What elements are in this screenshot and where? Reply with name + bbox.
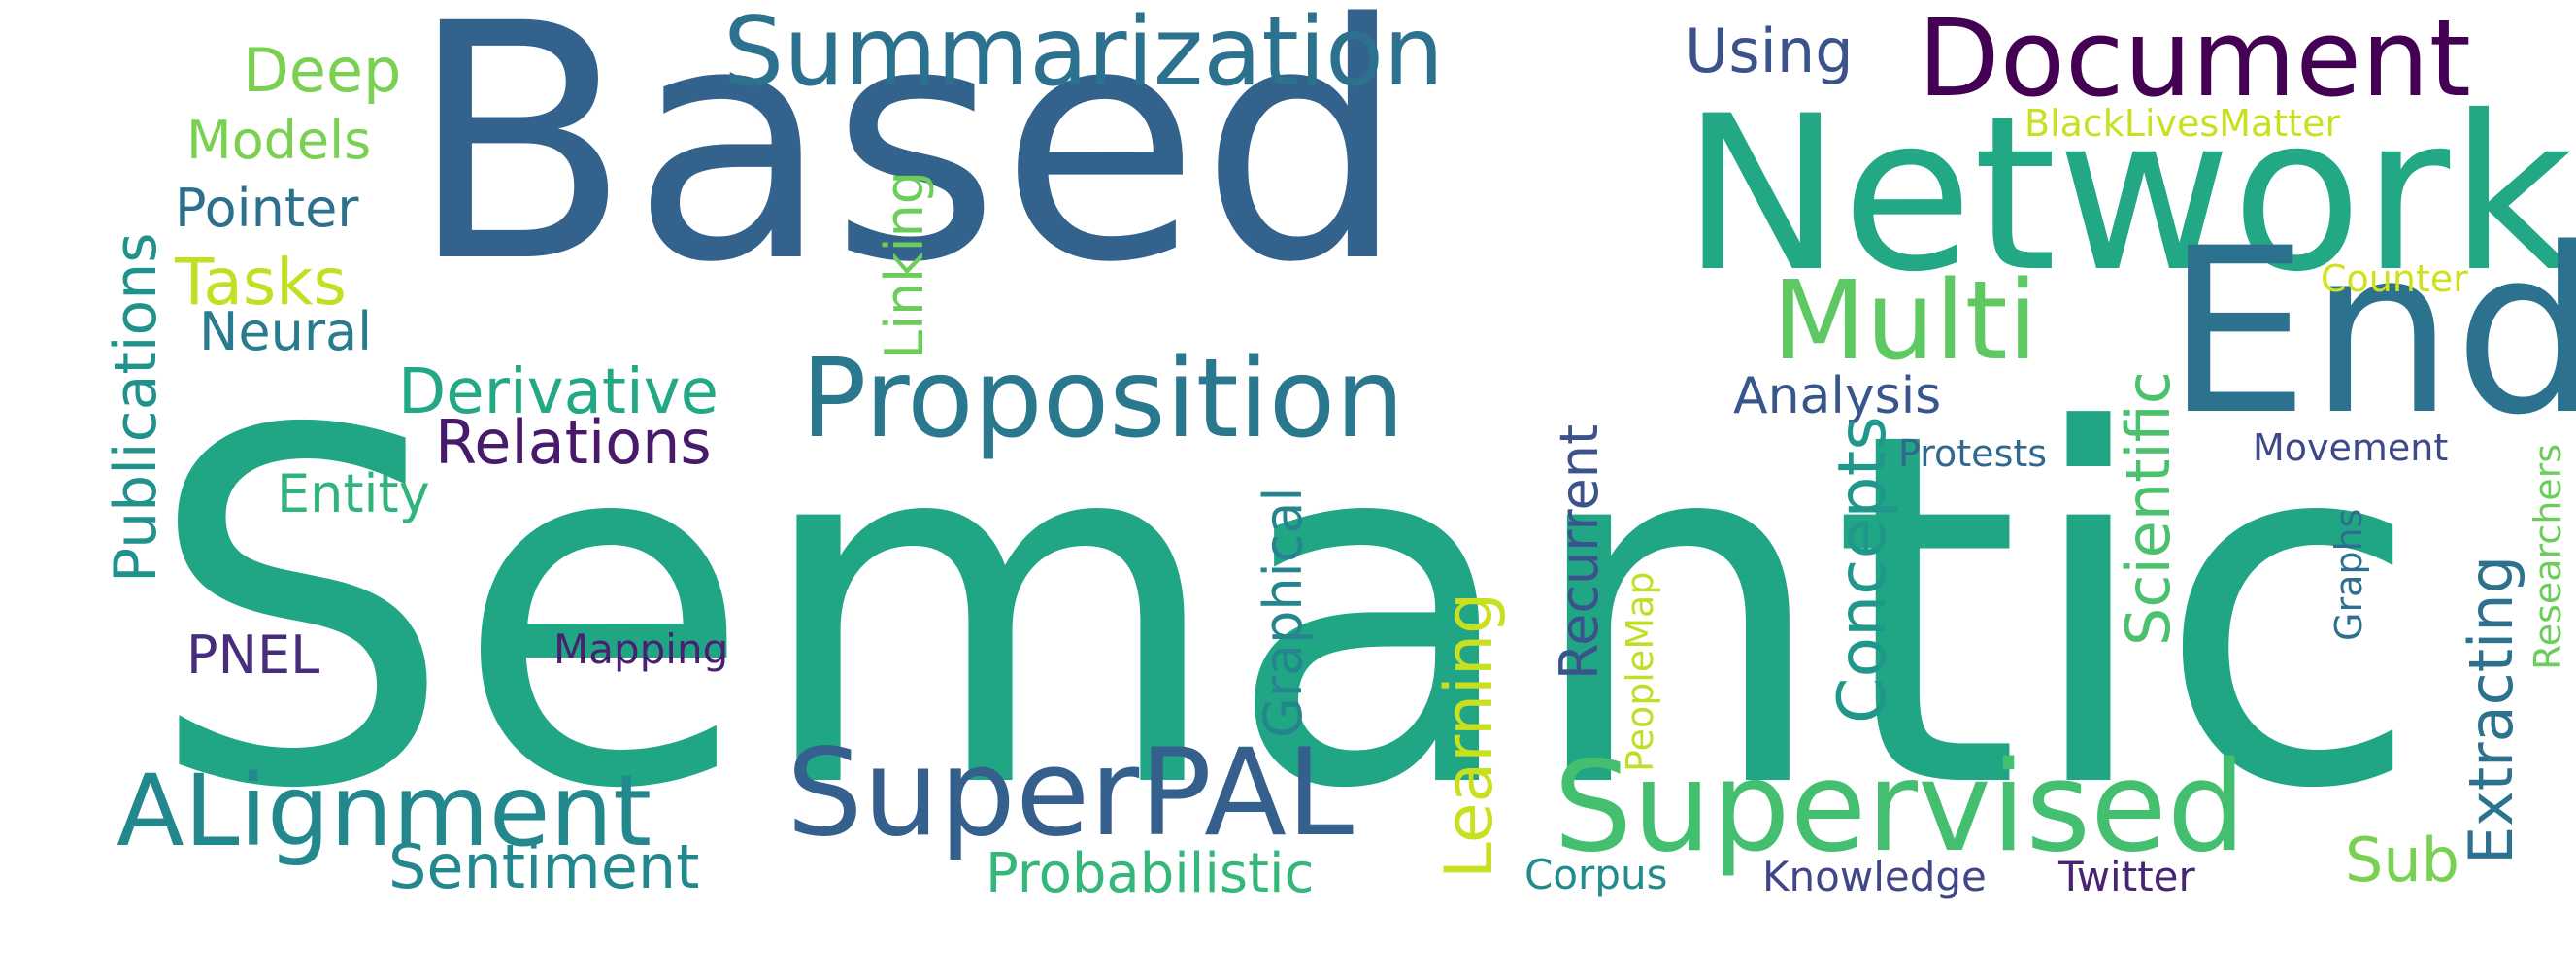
word-models: Models xyxy=(186,110,372,171)
word-analysis: Analysis xyxy=(1733,367,1942,425)
word-derivative: Derivative xyxy=(398,356,719,428)
word-deep: Deep xyxy=(243,35,402,106)
word-sentiment: Sentiment xyxy=(388,831,700,902)
word-twitter: Twitter xyxy=(2058,853,2195,900)
word-neural: Neural xyxy=(199,301,373,362)
word-relations: Relations xyxy=(435,407,712,478)
word-linking: Linking xyxy=(874,170,935,359)
word-learning: Learning xyxy=(1431,591,1508,879)
word-peoplemap: PeopleMap xyxy=(1619,571,1661,772)
word-using: Using xyxy=(1685,16,1854,86)
word-protests: Protests xyxy=(1898,432,2048,475)
word-probabilistic: Probabilistic xyxy=(986,842,1315,905)
word-movement: Movement xyxy=(2253,426,2449,469)
word-tasks: Tasks xyxy=(175,245,347,320)
word-end: End xyxy=(2165,200,2576,465)
word-blacklivesmatter: BlackLivesMatter xyxy=(2024,102,2341,145)
word-counter: Counter xyxy=(2321,257,2468,300)
word-graphical: Graphical xyxy=(1253,487,1314,738)
word-entity: Entity xyxy=(277,463,430,524)
word-document: Document xyxy=(1918,0,2471,120)
word-alignment: ALignment xyxy=(117,754,652,869)
word-semantic: Semantic xyxy=(146,329,2424,894)
word-recurrent: Recurrent xyxy=(1549,423,1610,680)
word-mapping: Mapping xyxy=(553,625,729,673)
word-based: Based xyxy=(408,0,1407,334)
word-network: Network xyxy=(1682,70,2574,319)
word-concepts: Concepts xyxy=(1824,416,1901,724)
word-graphs: Graphs xyxy=(2327,508,2370,641)
word-summarization: Summarization xyxy=(723,0,1445,108)
word-sub: Sub xyxy=(2345,825,2460,895)
word-pnel: PNEL xyxy=(186,624,320,686)
word-supervised: Supervised xyxy=(1554,735,2246,880)
word-superpal: SuperPAL xyxy=(786,724,1355,863)
word-researchers: Researchers xyxy=(2526,443,2569,670)
word-multi: Multi xyxy=(1772,258,2038,385)
word-extracting: Extracting xyxy=(2456,556,2526,864)
word-pointer: Pointer xyxy=(175,178,359,239)
word-corpus: Corpus xyxy=(1524,851,1668,898)
word-proposition: Proposition xyxy=(801,336,1405,462)
word-publications: Publications xyxy=(102,232,170,583)
word-scientific: Scientific xyxy=(2113,371,2184,646)
word-knowledge: Knowledge xyxy=(1762,853,1987,900)
